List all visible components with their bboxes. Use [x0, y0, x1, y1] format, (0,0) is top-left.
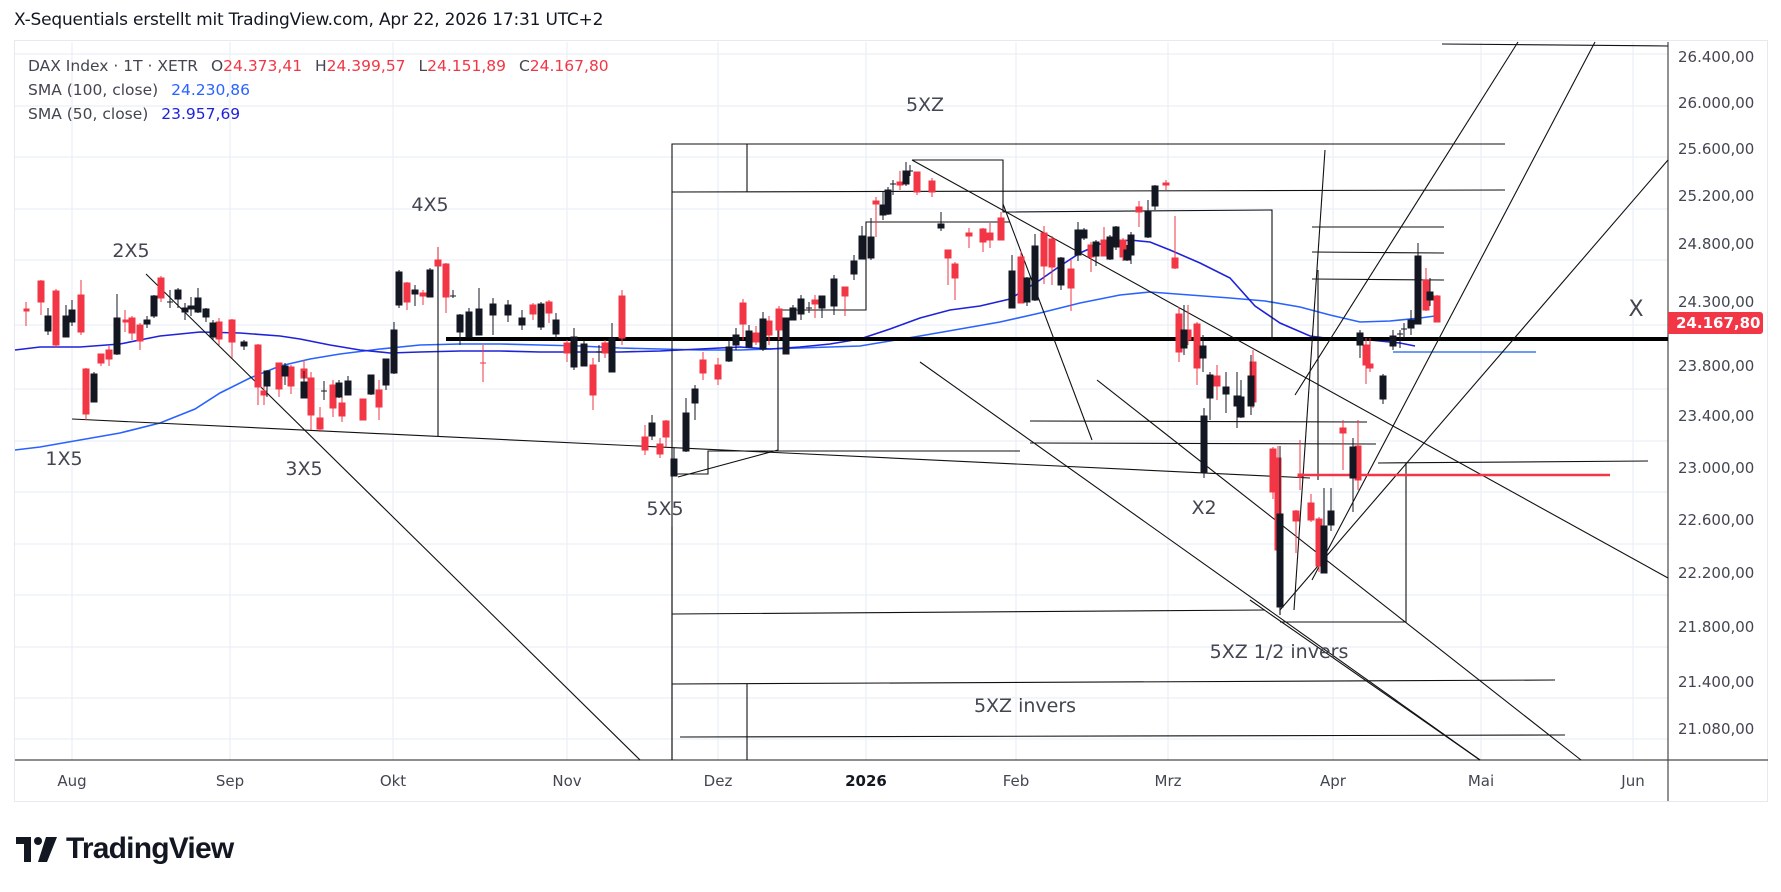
- annotation-2x5: 2X5: [112, 240, 150, 262]
- time-tick: Feb: [1002, 772, 1030, 790]
- annotation-x2: X2: [1191, 497, 1217, 519]
- time-tick: Aug: [57, 772, 87, 790]
- legend-symbol-row[interactable]: DAX Index · 1T · XETR O24.373,41 H24.399…: [28, 54, 609, 78]
- time-tick: Mrz: [1154, 772, 1182, 790]
- price-tick: 24.300,00: [1678, 293, 1755, 311]
- sma100-value: 24.230,86: [171, 81, 251, 99]
- legend-sma100-row[interactable]: SMA (100, close) 24.230,86: [28, 78, 609, 102]
- ohlc-close-prefix: C: [518, 57, 530, 75]
- price-tick: 21.800,00: [1678, 618, 1755, 636]
- annotation-3x5: 3X5: [285, 458, 323, 480]
- legend-sma50-row[interactable]: SMA (50, close) 23.957,69: [28, 102, 609, 126]
- tradingview-logo-text: TradingView: [66, 832, 234, 865]
- price-tick: 22.600,00: [1678, 511, 1755, 529]
- ohlc-close-value: 24.167,80: [529, 57, 609, 75]
- price-tick: 23.400,00: [1678, 407, 1755, 425]
- price-tick: 24.800,00: [1678, 235, 1755, 253]
- price-tick: 21.400,00: [1678, 673, 1755, 691]
- time-tick: Nov: [552, 772, 582, 790]
- time-tick: Mai: [1467, 772, 1495, 790]
- ohlc-open-prefix: O: [210, 57, 224, 75]
- chart-title: X-Sequentials erstellt mit TradingView.c…: [14, 10, 604, 30]
- annotation-5x5: 5X5: [646, 498, 684, 520]
- time-tick: Sep: [215, 772, 245, 790]
- price-tick: 23.000,00: [1678, 459, 1755, 477]
- annotation-5xz: 5XZ: [905, 94, 945, 116]
- tradingview-logo-icon: [16, 837, 57, 862]
- annotation-x: X: [1628, 297, 1644, 322]
- price-tick: 26.000,00: [1678, 94, 1755, 112]
- ohlc-low-prefix: L: [418, 57, 428, 75]
- price-tick: 26.400,00: [1678, 48, 1755, 66]
- candlesticks: [23, 162, 1441, 610]
- ohlc-low-value: 24.151,89: [427, 57, 507, 75]
- ohlc-open-value: 24.373,41: [223, 57, 303, 75]
- time-tick: Dez: [703, 772, 733, 790]
- grid-lines: [15, 42, 1668, 760]
- time-tick: Apr: [1320, 772, 1346, 790]
- annotation-1x5: 1X5: [45, 448, 83, 470]
- chart-frame: [14, 40, 1768, 802]
- annotation-5xz-invers: 5XZ invers: [973, 695, 1077, 717]
- sma50-line: [14, 239, 1416, 354]
- drawing-lines: [71, 41, 1669, 761]
- price-tick: 25.200,00: [1678, 187, 1755, 205]
- ohlc-high-prefix: H: [315, 57, 327, 75]
- time-tick-year: 2026: [845, 772, 887, 790]
- time-tick: Okt: [379, 772, 407, 790]
- chart-legend[interactable]: DAX Index · 1T · XETR O24.373,41 H24.399…: [28, 54, 609, 126]
- time-tick: Jun: [1621, 772, 1645, 790]
- tradingview-logo[interactable]: TradingView: [16, 832, 234, 866]
- annotation-5xz-half-invers: 5XZ 1/2 invers: [1209, 641, 1349, 663]
- symbol-label: DAX Index · 1T · XETR: [28, 57, 199, 75]
- price-tick: 25.600,00: [1678, 140, 1755, 158]
- sma50-value: 23.957,69: [161, 105, 241, 123]
- annotation-4x5: 4X5: [411, 194, 449, 216]
- ohlc-high-value: 24.399,57: [326, 57, 406, 75]
- sma100-label: SMA (100, close): [28, 81, 159, 99]
- price-tick: 21.080,00: [1678, 720, 1755, 738]
- last-price-badge: 24.167,80: [1668, 312, 1763, 334]
- sma100-line: [14, 291, 1436, 451]
- price-tick: 22.200,00: [1678, 564, 1755, 582]
- sma50-label: SMA (50, close): [28, 105, 149, 123]
- price-tick: 23.800,00: [1678, 357, 1755, 375]
